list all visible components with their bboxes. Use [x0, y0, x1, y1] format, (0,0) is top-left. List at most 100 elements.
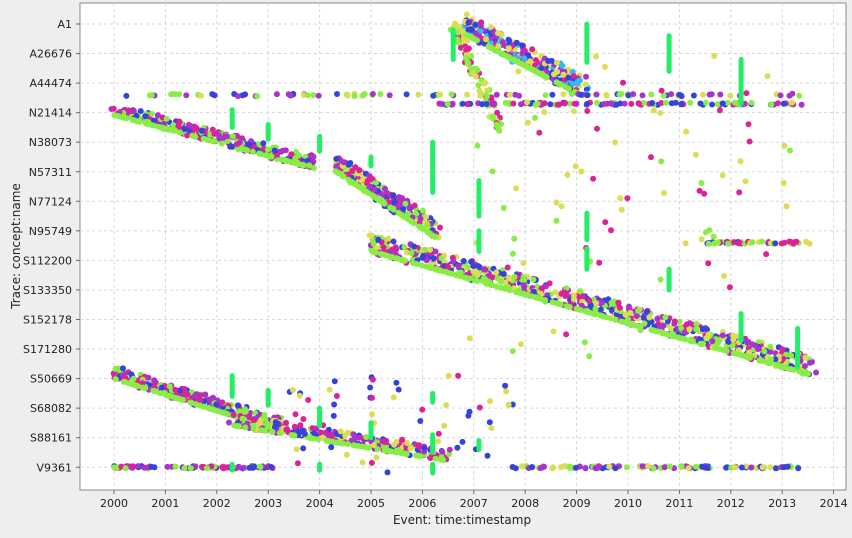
data-point — [577, 91, 584, 98]
data-point — [649, 100, 656, 106]
data-point — [126, 380, 133, 387]
data-point — [623, 464, 630, 471]
data-point — [399, 212, 406, 219]
data-point — [184, 391, 191, 398]
data-point — [408, 250, 415, 257]
data-point — [699, 326, 706, 333]
data-point — [566, 464, 573, 471]
data-point — [582, 81, 589, 88]
data-point — [176, 129, 183, 136]
data-point — [213, 401, 220, 408]
data-point — [255, 421, 262, 428]
data-point — [708, 91, 715, 98]
data-point — [719, 100, 726, 107]
y-tick-label: S133350 — [23, 284, 72, 297]
data-point — [407, 445, 414, 452]
data-point — [369, 394, 375, 401]
data-point — [582, 465, 589, 471]
data-point — [422, 246, 429, 253]
data-point — [807, 359, 813, 366]
data-point — [264, 146, 271, 153]
data-point — [509, 464, 516, 470]
data-point — [704, 465, 711, 471]
data-point — [112, 366, 119, 372]
data-point — [181, 126, 188, 132]
y-tick-label: S112200 — [23, 254, 72, 267]
data-point — [640, 314, 647, 321]
data-point — [547, 101, 554, 108]
data-point — [430, 92, 437, 99]
data-point — [363, 434, 370, 440]
data-point — [293, 446, 300, 453]
data-point — [246, 464, 253, 471]
data-point — [717, 91, 724, 98]
data-point — [524, 292, 531, 299]
y-tick-label: S171280 — [23, 343, 72, 356]
data-point — [276, 430, 283, 437]
data-point — [657, 276, 664, 283]
data-point — [364, 177, 371, 184]
data-point — [516, 92, 522, 99]
data-point — [586, 353, 593, 360]
data-point — [180, 397, 186, 404]
data-point — [737, 158, 744, 165]
data-point — [306, 162, 313, 169]
data-point — [148, 463, 155, 470]
data-point — [370, 240, 377, 247]
data-point — [249, 148, 256, 155]
data-point — [483, 87, 490, 94]
data-point — [482, 36, 489, 43]
data-point — [612, 316, 619, 323]
x-tick-label: 2001 — [151, 497, 179, 510]
data-point — [455, 263, 462, 270]
data-point — [768, 101, 775, 108]
data-point — [520, 260, 527, 267]
data-point — [723, 464, 730, 471]
data-point — [705, 240, 712, 247]
data-point — [489, 113, 496, 120]
data-point — [624, 195, 631, 202]
data-point — [612, 139, 619, 146]
x-tick-label: 2007 — [460, 497, 488, 510]
data-point — [266, 153, 273, 160]
data-point — [437, 456, 444, 463]
data-point — [603, 92, 610, 98]
data-point — [460, 258, 467, 264]
data-point — [326, 386, 333, 393]
data-point — [545, 58, 552, 64]
data-point — [175, 123, 182, 130]
data-point — [172, 91, 179, 98]
data-point — [331, 378, 338, 385]
data-point — [581, 339, 588, 346]
data-point — [475, 82, 482, 89]
data-point — [445, 372, 452, 379]
data-point — [689, 338, 696, 345]
data-point — [304, 92, 311, 99]
data-point — [798, 101, 805, 108]
data-point — [554, 101, 561, 108]
data-point — [654, 315, 661, 322]
data-point — [549, 465, 556, 471]
data-point — [218, 140, 225, 147]
y-tick-label: N21414 — [29, 107, 72, 120]
data-point — [404, 440, 411, 446]
data-point — [406, 216, 413, 223]
data-point — [135, 463, 142, 470]
data-point — [199, 127, 205, 134]
data-point — [578, 168, 585, 175]
data-point — [702, 99, 709, 106]
data-point — [696, 187, 703, 194]
data-point — [749, 341, 756, 348]
data-point — [306, 435, 313, 441]
data-point — [258, 427, 265, 434]
x-tick-labels: 2000 2001 2002 2003 2004 2005 2006 2007 2008 2009… — [100, 490, 848, 510]
data-point — [682, 336, 689, 343]
data-point — [692, 463, 699, 470]
data-point — [230, 411, 237, 418]
data-point — [386, 448, 393, 455]
data-point — [506, 287, 513, 294]
data-point — [216, 135, 223, 142]
data-point — [269, 428, 276, 435]
data-point — [260, 140, 267, 147]
data-point — [340, 159, 347, 166]
